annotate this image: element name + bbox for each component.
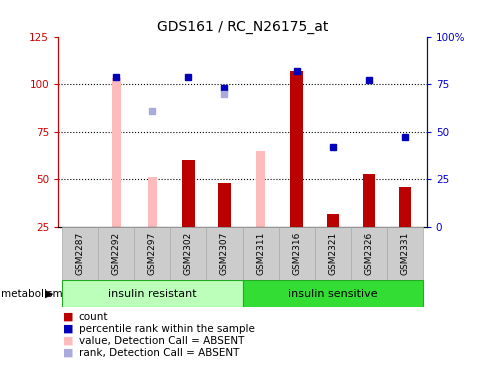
Bar <box>278 227 314 280</box>
Title: GDS161 / RC_N26175_at: GDS161 / RC_N26175_at <box>156 20 328 34</box>
Bar <box>170 227 206 280</box>
Text: insulin sensitive: insulin sensitive <box>287 289 377 299</box>
Bar <box>61 227 98 280</box>
Text: GSM2287: GSM2287 <box>75 232 84 275</box>
Text: GSM2311: GSM2311 <box>256 232 265 275</box>
Bar <box>206 227 242 280</box>
Text: ■: ■ <box>63 324 74 334</box>
Bar <box>147 178 156 227</box>
Text: GSM2297: GSM2297 <box>147 232 156 275</box>
Text: ■: ■ <box>63 348 74 358</box>
Text: GSM2321: GSM2321 <box>328 232 337 275</box>
Text: ■: ■ <box>63 311 74 322</box>
Text: ■: ■ <box>63 336 74 346</box>
Text: GSM2292: GSM2292 <box>111 232 120 275</box>
Bar <box>386 227 423 280</box>
Bar <box>398 187 410 227</box>
Bar <box>134 227 170 280</box>
Text: GSM2302: GSM2302 <box>183 232 193 275</box>
Text: insulin resistant: insulin resistant <box>107 289 196 299</box>
Bar <box>182 160 194 227</box>
Bar <box>242 227 278 280</box>
Text: rank, Detection Call = ABSENT: rank, Detection Call = ABSENT <box>78 348 239 358</box>
Text: GSM2316: GSM2316 <box>291 232 301 275</box>
Text: percentile rank within the sample: percentile rank within the sample <box>78 324 254 334</box>
Bar <box>362 173 375 227</box>
Bar <box>218 183 230 227</box>
Text: metabolism: metabolism <box>1 289 62 299</box>
Bar <box>61 280 242 307</box>
Bar <box>350 227 386 280</box>
Bar <box>111 78 121 227</box>
Text: count: count <box>78 311 108 322</box>
Bar <box>242 280 423 307</box>
Bar <box>314 227 350 280</box>
Text: GSM2331: GSM2331 <box>400 232 409 275</box>
Text: ▶: ▶ <box>45 289 54 299</box>
Bar <box>98 227 134 280</box>
Bar <box>326 214 338 227</box>
Text: value, Detection Call = ABSENT: value, Detection Call = ABSENT <box>78 336 243 346</box>
Bar <box>290 71 302 227</box>
Bar <box>256 151 265 227</box>
Text: GSM2307: GSM2307 <box>219 232 228 275</box>
Text: GSM2326: GSM2326 <box>364 232 373 275</box>
